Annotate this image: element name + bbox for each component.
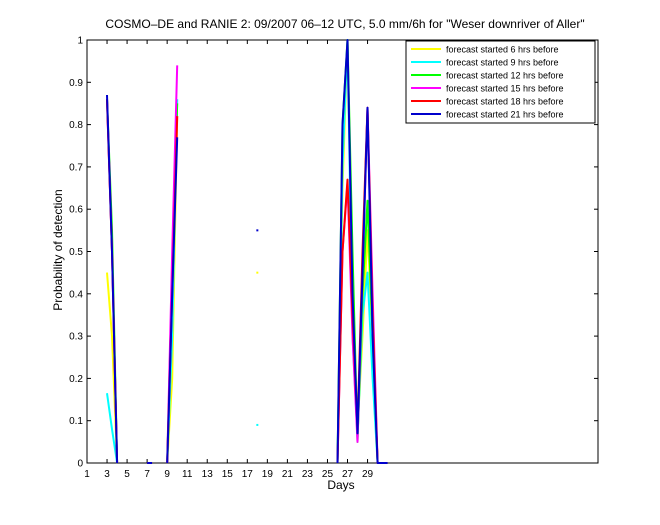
chart-title: COSMO–DE and RANIE 2: 09/2007 06–12 UTC,… <box>105 17 584 31</box>
y-tick-label: 0.1 <box>69 416 83 427</box>
legend-entry: forecast started 9 hrs before <box>446 58 559 68</box>
x-tick-label: 13 <box>202 469 214 480</box>
x-tick-label: 9 <box>164 469 170 480</box>
legend: forecast started 6 hrs before forecast st… <box>405 40 596 124</box>
y-tick-label: 0.6 <box>69 205 83 216</box>
legend-entry: forecast started 6 hrs before <box>446 45 559 55</box>
legend-entry: forecast started 12 hrs before <box>446 71 564 81</box>
x-tick-label: 29 <box>362 469 374 480</box>
x-tick-label: 27 <box>342 469 354 480</box>
x-tick-label: 3 <box>104 469 110 480</box>
series-line-forecast-started-21-hrs-before <box>166 137 179 464</box>
y-tick-label: 0.7 <box>69 162 83 173</box>
y-tick-label: 0 <box>77 459 83 470</box>
x-tick-label: 7 <box>144 469 150 480</box>
y-tick-label: 0.3 <box>69 332 83 343</box>
y-tick-label: 0.9 <box>69 78 83 89</box>
x-tick-label: 5 <box>124 469 130 480</box>
legend-entry: forecast started 21 hrs before <box>446 110 564 120</box>
x-tick-label: 1 <box>84 469 90 480</box>
y-tick-label: 0.8 <box>69 120 83 131</box>
x-tick-label: 23 <box>302 469 314 480</box>
y-axis-label: Probability of detection <box>51 189 65 310</box>
series-line-forecast-started-21-hrs-before <box>336 39 388 464</box>
y-tick-label: 0.4 <box>69 289 83 300</box>
x-tick-label: 11 <box>182 469 193 480</box>
series-lines <box>106 39 388 464</box>
x-axis-label: Days <box>327 478 354 492</box>
x-tick-label: 21 <box>282 469 294 480</box>
y-tick-label: 1 <box>77 36 83 47</box>
legend-entry: forecast started 15 hrs before <box>446 84 564 94</box>
x-tick-label: 19 <box>262 469 274 480</box>
y-tick-label: 0.2 <box>69 374 83 385</box>
x-tick-label: 25 <box>322 469 334 480</box>
x-axis: 1 3 5 7 9 11 13 15 17 19 21 23 25 27 29 <box>84 40 374 480</box>
series-line-forecast-started-9-hrs-before <box>106 393 119 464</box>
legend-entry: forecast started 18 hrs before <box>446 97 564 107</box>
y-axis: 0 0.1 0.2 0.3 0.4 0.5 0.6 0.7 0.8 0.9 1 <box>69 36 598 470</box>
x-tick-label: 15 <box>222 469 234 480</box>
series-line-forecast-started-21-hrs-before <box>106 94 119 464</box>
legend-box <box>405 40 596 124</box>
x-tick-label: 17 <box>242 469 254 480</box>
y-tick-label: 0.5 <box>69 247 83 258</box>
